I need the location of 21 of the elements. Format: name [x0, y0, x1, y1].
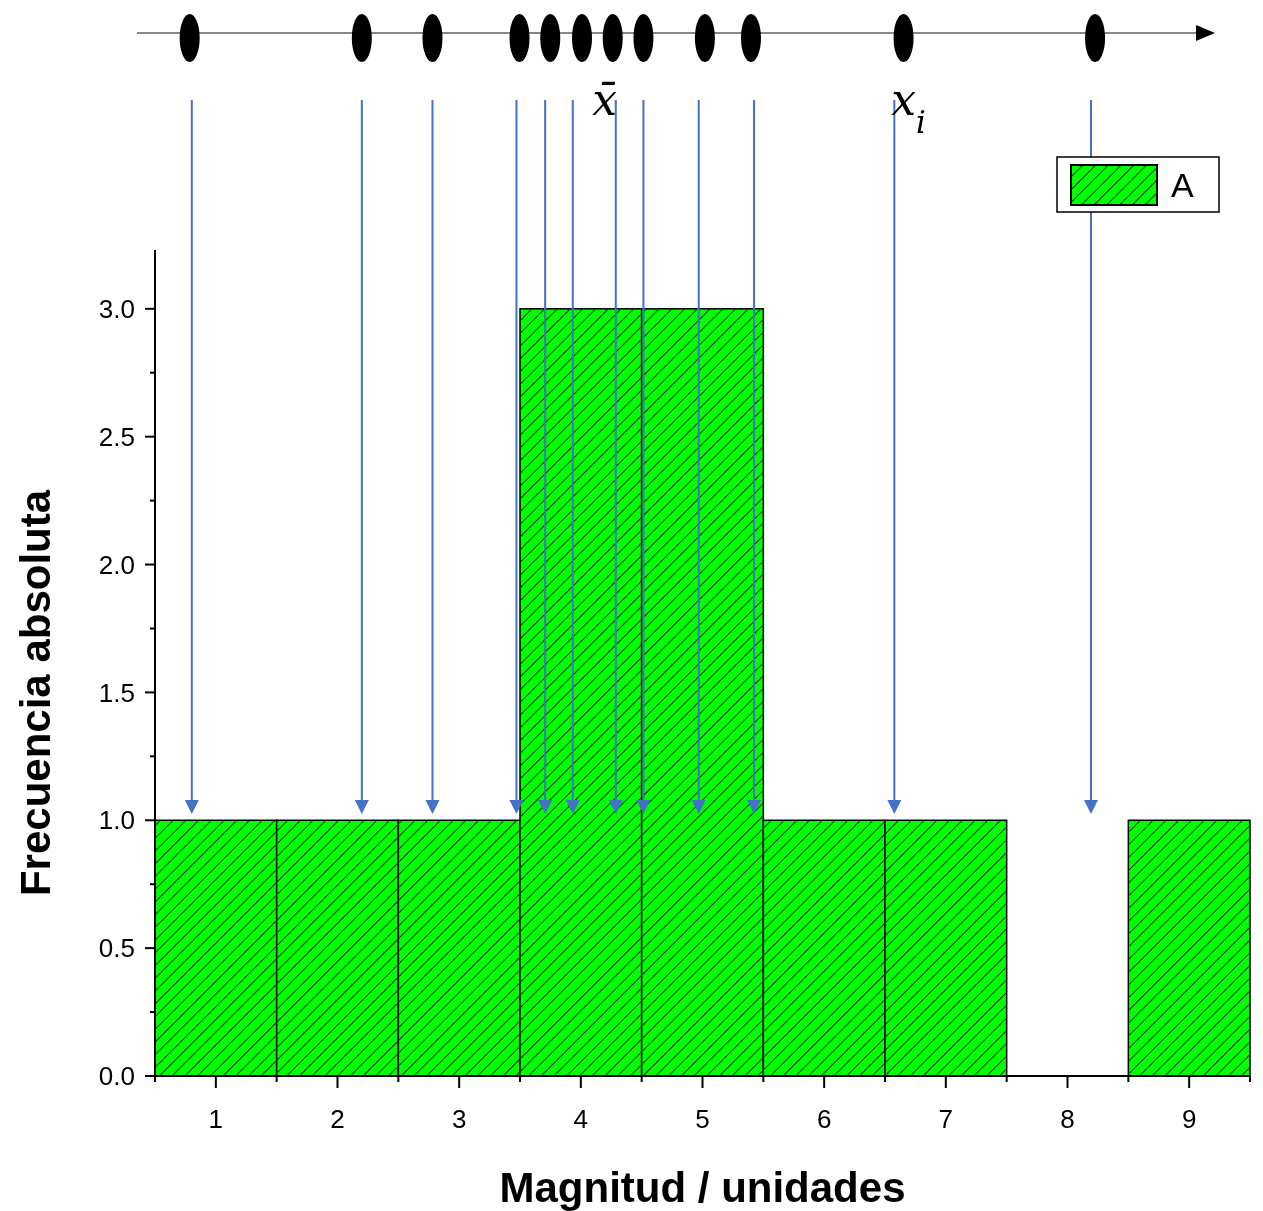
legend-label: A [1171, 165, 1194, 204]
x-axis-title: Magnitud / unidades [499, 1164, 906, 1211]
x-tick-label: 4 [573, 1104, 589, 1134]
y-tick-label: 1.0 [98, 805, 135, 836]
text: x$_{i}$ [891, 74, 926, 140]
x-tick-label: 7 [938, 1104, 954, 1134]
y-tick-label: 0.5 [98, 933, 135, 964]
y-tick-label: 2.5 [98, 421, 135, 452]
y-tick-label: 2.0 [98, 549, 135, 580]
text: x̄ [592, 74, 618, 125]
x-tick-label: 5 [695, 1104, 710, 1134]
y-tick-label: 1.5 [98, 677, 135, 708]
y-axis-title: Frecuencia absoluta [12, 489, 59, 897]
x-tick-label: 6 [816, 1104, 832, 1134]
x-tick-label: 8 [1060, 1104, 1075, 1134]
x-tick-label: 1 [208, 1104, 224, 1134]
x-tick-label: 3 [451, 1104, 467, 1134]
x-tick-label: 2 [330, 1104, 345, 1134]
x-tick-label: 9 [1181, 1104, 1197, 1134]
y-tick-label: 3.0 [98, 293, 135, 324]
y-tick-label: 0.0 [98, 1061, 135, 1092]
